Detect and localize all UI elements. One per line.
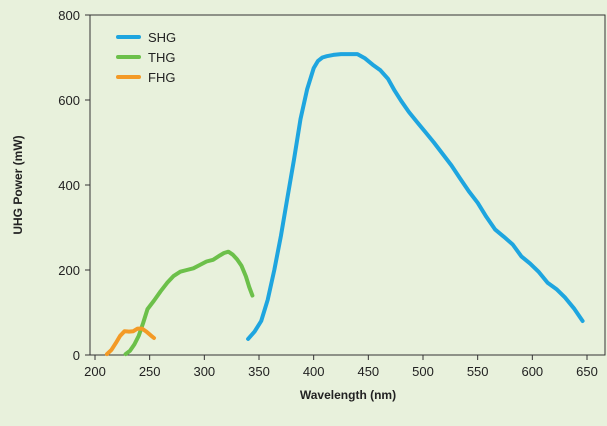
series-line-shg [246, 52, 585, 341]
series-line-fhg [105, 326, 156, 357]
series-line-thg [123, 249, 255, 357]
x-tick-label: 450 [357, 364, 379, 379]
legend-label-thg: THG [148, 50, 175, 65]
x-axis-title: Wavelength (nm) [300, 388, 396, 402]
x-tick-label: 650 [576, 364, 598, 379]
legend-label-fhg: FHG [148, 70, 175, 85]
x-tick-label: 400 [303, 364, 325, 379]
y-tick-label: 800 [58, 8, 80, 23]
y-tick-label: 0 [73, 348, 80, 363]
x-tick-label: 500 [412, 364, 434, 379]
y-tick-label: 600 [58, 93, 80, 108]
x-tick-label: 350 [248, 364, 270, 379]
plot-area [89, 14, 606, 356]
y-tick-label: 200 [58, 263, 80, 278]
y-axis-title: UHG Power (mW) [11, 135, 25, 234]
legend-label-shg: SHG [148, 30, 176, 45]
x-tick-label: 550 [467, 364, 489, 379]
x-tick-label: 600 [521, 364, 543, 379]
x-tick-label: 250 [139, 364, 161, 379]
x-tick-label: 300 [193, 364, 215, 379]
y-tick-label: 400 [58, 178, 80, 193]
x-tick-label: 200 [84, 364, 106, 379]
